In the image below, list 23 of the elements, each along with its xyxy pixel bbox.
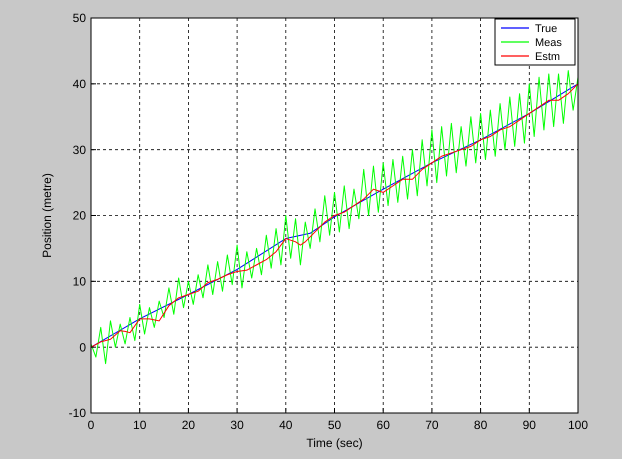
legend-label: True bbox=[535, 22, 558, 35]
x-tick-label: 40 bbox=[279, 418, 293, 432]
x-tick-label: 30 bbox=[230, 418, 244, 432]
y-tick-label: 30 bbox=[72, 142, 86, 157]
x-axis-title: Time (sec) bbox=[306, 436, 363, 450]
legend-label: Meas bbox=[535, 36, 562, 49]
y-tick-label: 20 bbox=[72, 208, 86, 223]
x-tick-label: 60 bbox=[376, 418, 390, 432]
y-tick-label: 10 bbox=[72, 274, 86, 289]
x-tick-label: 50 bbox=[328, 418, 342, 432]
x-tick-label: 20 bbox=[182, 418, 196, 432]
y-tick-label: -10 bbox=[68, 406, 86, 420]
y-axis-title: Position (metre) bbox=[40, 173, 54, 258]
legend-label: Estm bbox=[535, 50, 560, 63]
y-tick-label: 0 bbox=[79, 340, 86, 354]
x-tick-label: 80 bbox=[474, 418, 488, 432]
y-tick-label: 50 bbox=[72, 11, 86, 26]
x-tick-label: 0 bbox=[88, 418, 95, 432]
x-tick-label: 90 bbox=[522, 418, 536, 432]
x-tick-label: 70 bbox=[425, 418, 439, 432]
y-tick-label: 40 bbox=[72, 77, 86, 92]
x-tick-label: 10 bbox=[133, 418, 147, 432]
x-tick-label: 100 bbox=[568, 418, 588, 432]
